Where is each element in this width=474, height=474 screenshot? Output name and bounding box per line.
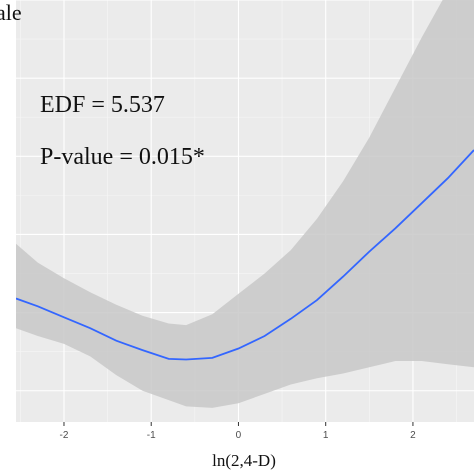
p-value-annotation: P-value = 0.015* [40,144,205,170]
x-tick-label: -2 [60,430,69,441]
y-axis-label: ale [0,0,22,25]
x-axis-title: ln(2,4-D) [212,451,276,470]
smooth-fit-line [16,149,474,361]
x-tick-label: 0 [236,430,242,441]
edf-annotation: EDF = 5.537 [40,92,165,118]
x-axis-ticks [63,422,414,426]
x-axis-tick-labels: -2 -1 0 1 2 [60,430,417,441]
x-tick-label: -1 [147,430,156,441]
x-tick-label: 1 [323,430,329,441]
confidence-band [16,0,474,408]
x-tick-label: 2 [410,430,416,441]
